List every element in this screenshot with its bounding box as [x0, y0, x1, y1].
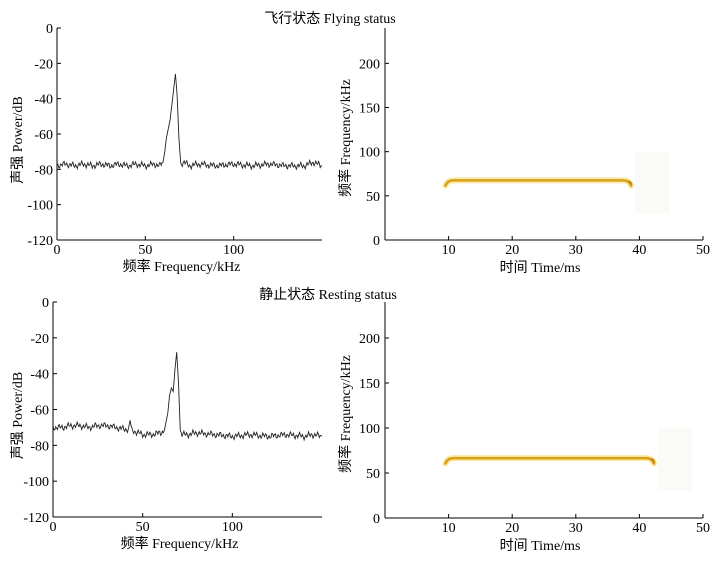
x-axis-label: 频率 Frequency/kHz	[123, 258, 241, 275]
panel-title-flying: 飞行状态 Flying status	[264, 11, 395, 27]
x-tick-label: 50	[696, 521, 710, 536]
y-tick-label: -100	[23, 475, 49, 490]
y-tick-label: -120	[23, 511, 49, 526]
call-trace	[444, 179, 633, 187]
x-tick-label: 50	[138, 243, 152, 258]
spectrum-line	[56, 73, 323, 171]
y-tick-label: 0	[42, 296, 49, 311]
call-tail-edge	[650, 458, 656, 463]
x-tick-label: 50	[696, 243, 710, 258]
call-trace	[444, 456, 656, 465]
spectrogram-noise-patch	[658, 428, 693, 491]
x-axis-label: 时间 Time/ms	[500, 538, 581, 554]
y-axis-label: 频率 Frequency/kHz	[337, 79, 354, 197]
y-tick-label: -40	[30, 368, 49, 383]
x-tick-label: 10	[442, 243, 456, 258]
y-tick-label: 100	[359, 422, 380, 437]
call-tail-edge	[628, 180, 633, 186]
x-tick-label: 30	[569, 243, 583, 258]
y-tick-label: -20	[34, 57, 53, 72]
spectrogram-chart-1: 0 50 100 150 200 10 20 30 40 50 时间 Time/ms 频率 Frequ…	[337, 28, 710, 276]
x-tick-label: 100	[223, 243, 244, 258]
y-tick-label: 100	[359, 146, 380, 161]
spectrogram-chart-3: 0 50 100 150 200 10 20 30 40 50 时间 Time/ms 频率 Frequ…	[337, 302, 710, 554]
y-tick-label: -100	[27, 199, 53, 214]
spectrogram-noise-patch	[635, 151, 670, 214]
y-tick-label: -40	[34, 93, 53, 108]
x-tick-label: 20	[505, 243, 519, 258]
y-tick-label: 0	[373, 512, 380, 527]
y-tick-label: 200	[359, 57, 380, 72]
y-tick-label: 150	[359, 377, 380, 392]
x-tick-label: 0	[50, 520, 57, 535]
y-tick-label: -80	[30, 439, 49, 454]
y-axis-label: 声强 Power/dB	[10, 96, 26, 184]
x-tick-label: 0	[54, 243, 61, 258]
x-tick-label: 10	[442, 521, 456, 536]
y-tick-label: 50	[366, 190, 380, 205]
y-tick-label: 0	[46, 22, 53, 37]
x-tick-label: 50	[136, 520, 150, 535]
y-tick-label: -60	[30, 404, 49, 419]
y-tick-label: 50	[366, 467, 380, 482]
x-tick-label: 40	[632, 243, 646, 258]
spectrum-line	[52, 352, 323, 442]
x-axis-label: 时间 Time/ms	[500, 260, 581, 276]
y-axis-label: 频率 Frequency/kHz	[337, 355, 354, 473]
y-axis-label: 声强 Power/dB	[10, 372, 26, 460]
y-tick-label: -60	[34, 128, 53, 143]
x-tick-label: 30	[569, 521, 583, 536]
y-tick-label: 200	[359, 332, 380, 347]
y-tick-label: -120	[27, 234, 53, 249]
y-tick-label: 150	[359, 102, 380, 117]
x-axis-label: 频率 Frequency/kHz	[121, 535, 239, 552]
y-tick-label: 0	[373, 234, 380, 249]
x-tick-label: 20	[505, 521, 519, 536]
x-tick-label: 100	[222, 520, 243, 535]
y-tick-label: -80	[34, 163, 53, 178]
panel-title-resting: 静止状态 Resting status	[259, 287, 397, 303]
x-tick-label: 40	[632, 521, 646, 536]
y-tick-label: -20	[30, 332, 49, 347]
